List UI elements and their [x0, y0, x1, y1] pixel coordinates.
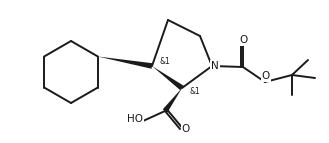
Text: O: O	[182, 124, 190, 134]
Text: &1: &1	[189, 87, 200, 96]
Text: O: O	[262, 71, 270, 81]
Text: HO: HO	[127, 114, 143, 124]
Polygon shape	[163, 88, 182, 113]
Text: O: O	[239, 35, 247, 45]
Polygon shape	[98, 56, 152, 69]
Text: N: N	[211, 61, 219, 71]
Polygon shape	[152, 66, 184, 90]
Text: &1: &1	[160, 57, 171, 66]
